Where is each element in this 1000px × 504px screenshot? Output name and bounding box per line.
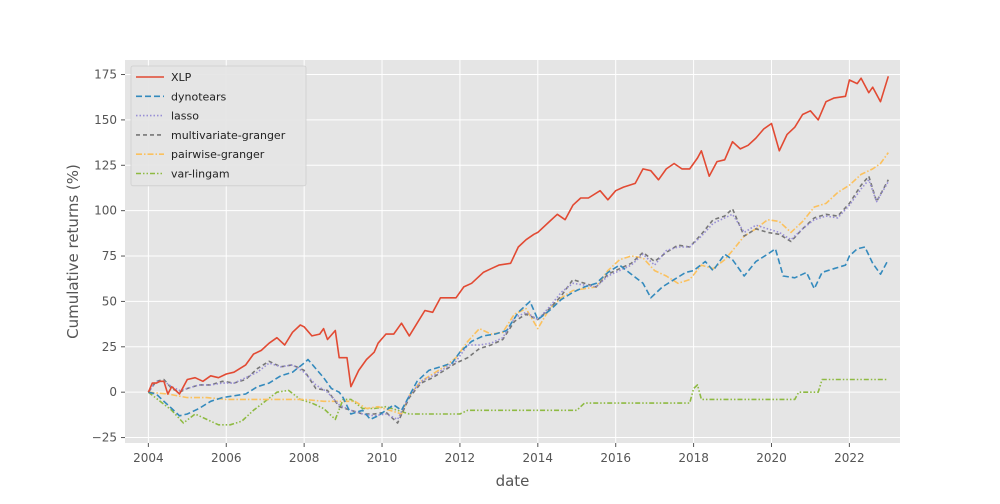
x-tick-label: 2016 <box>600 451 631 465</box>
y-tick-label: 175 <box>94 68 117 82</box>
x-tick-label: 2004 <box>133 451 164 465</box>
x-axis-label: date <box>496 472 530 490</box>
y-tick-label: 150 <box>94 113 117 127</box>
y-tick-label: 75 <box>102 249 117 263</box>
x-tick-label: 2006 <box>211 451 242 465</box>
series-line-var-lingam <box>147 378 889 426</box>
x-tick-label: 2014 <box>523 451 554 465</box>
y-tick-label: 25 <box>102 340 117 354</box>
series-line-lasso <box>147 179 889 421</box>
y-tick-label: 125 <box>94 158 117 172</box>
legend-box <box>130 65 307 187</box>
legend-label-XLP: XLP <box>171 71 192 84</box>
x-tick-label: 2020 <box>756 451 787 465</box>
x-tick-label: 2018 <box>678 451 709 465</box>
x-tick-label: 2008 <box>289 451 320 465</box>
y-axis-label: Cumulative returns (%) <box>64 164 82 339</box>
x-axis: 2004 2006 2008 2010 2012 2014 2016 2018 2020 2022 <box>133 443 865 465</box>
legend-label-lasso: lasso <box>171 110 199 123</box>
legend-label-dynotears: dynotears <box>171 90 227 103</box>
legend-label-pairwise-granger: pairwise-granger <box>171 148 265 161</box>
series-line-XLP <box>147 76 890 395</box>
series-line-dynotears <box>148 246 890 421</box>
y-tick-label: 0 <box>109 385 117 399</box>
x-tick-label: 2012 <box>445 451 476 465</box>
legend-label-multivariate-granger: multivariate-granger <box>171 129 286 142</box>
series-line-multivariate-granger <box>147 175 890 424</box>
legend-label-var-lingam: var-lingam <box>171 168 230 181</box>
x-tick-label: 2022 <box>834 451 865 465</box>
x-tick-label: 2010 <box>367 451 398 465</box>
grid-lines <box>125 60 900 443</box>
y-axis: −25 0 25 50 75 100 125 150 175 <box>92 68 125 445</box>
y-tick-label: 100 <box>94 204 117 218</box>
series-lines <box>147 76 890 426</box>
y-tick-label: 50 <box>102 294 117 308</box>
legend: XLP dynotears lasso multivariate-granger pai… <box>130 65 307 187</box>
y-tick-label: −25 <box>92 431 117 445</box>
